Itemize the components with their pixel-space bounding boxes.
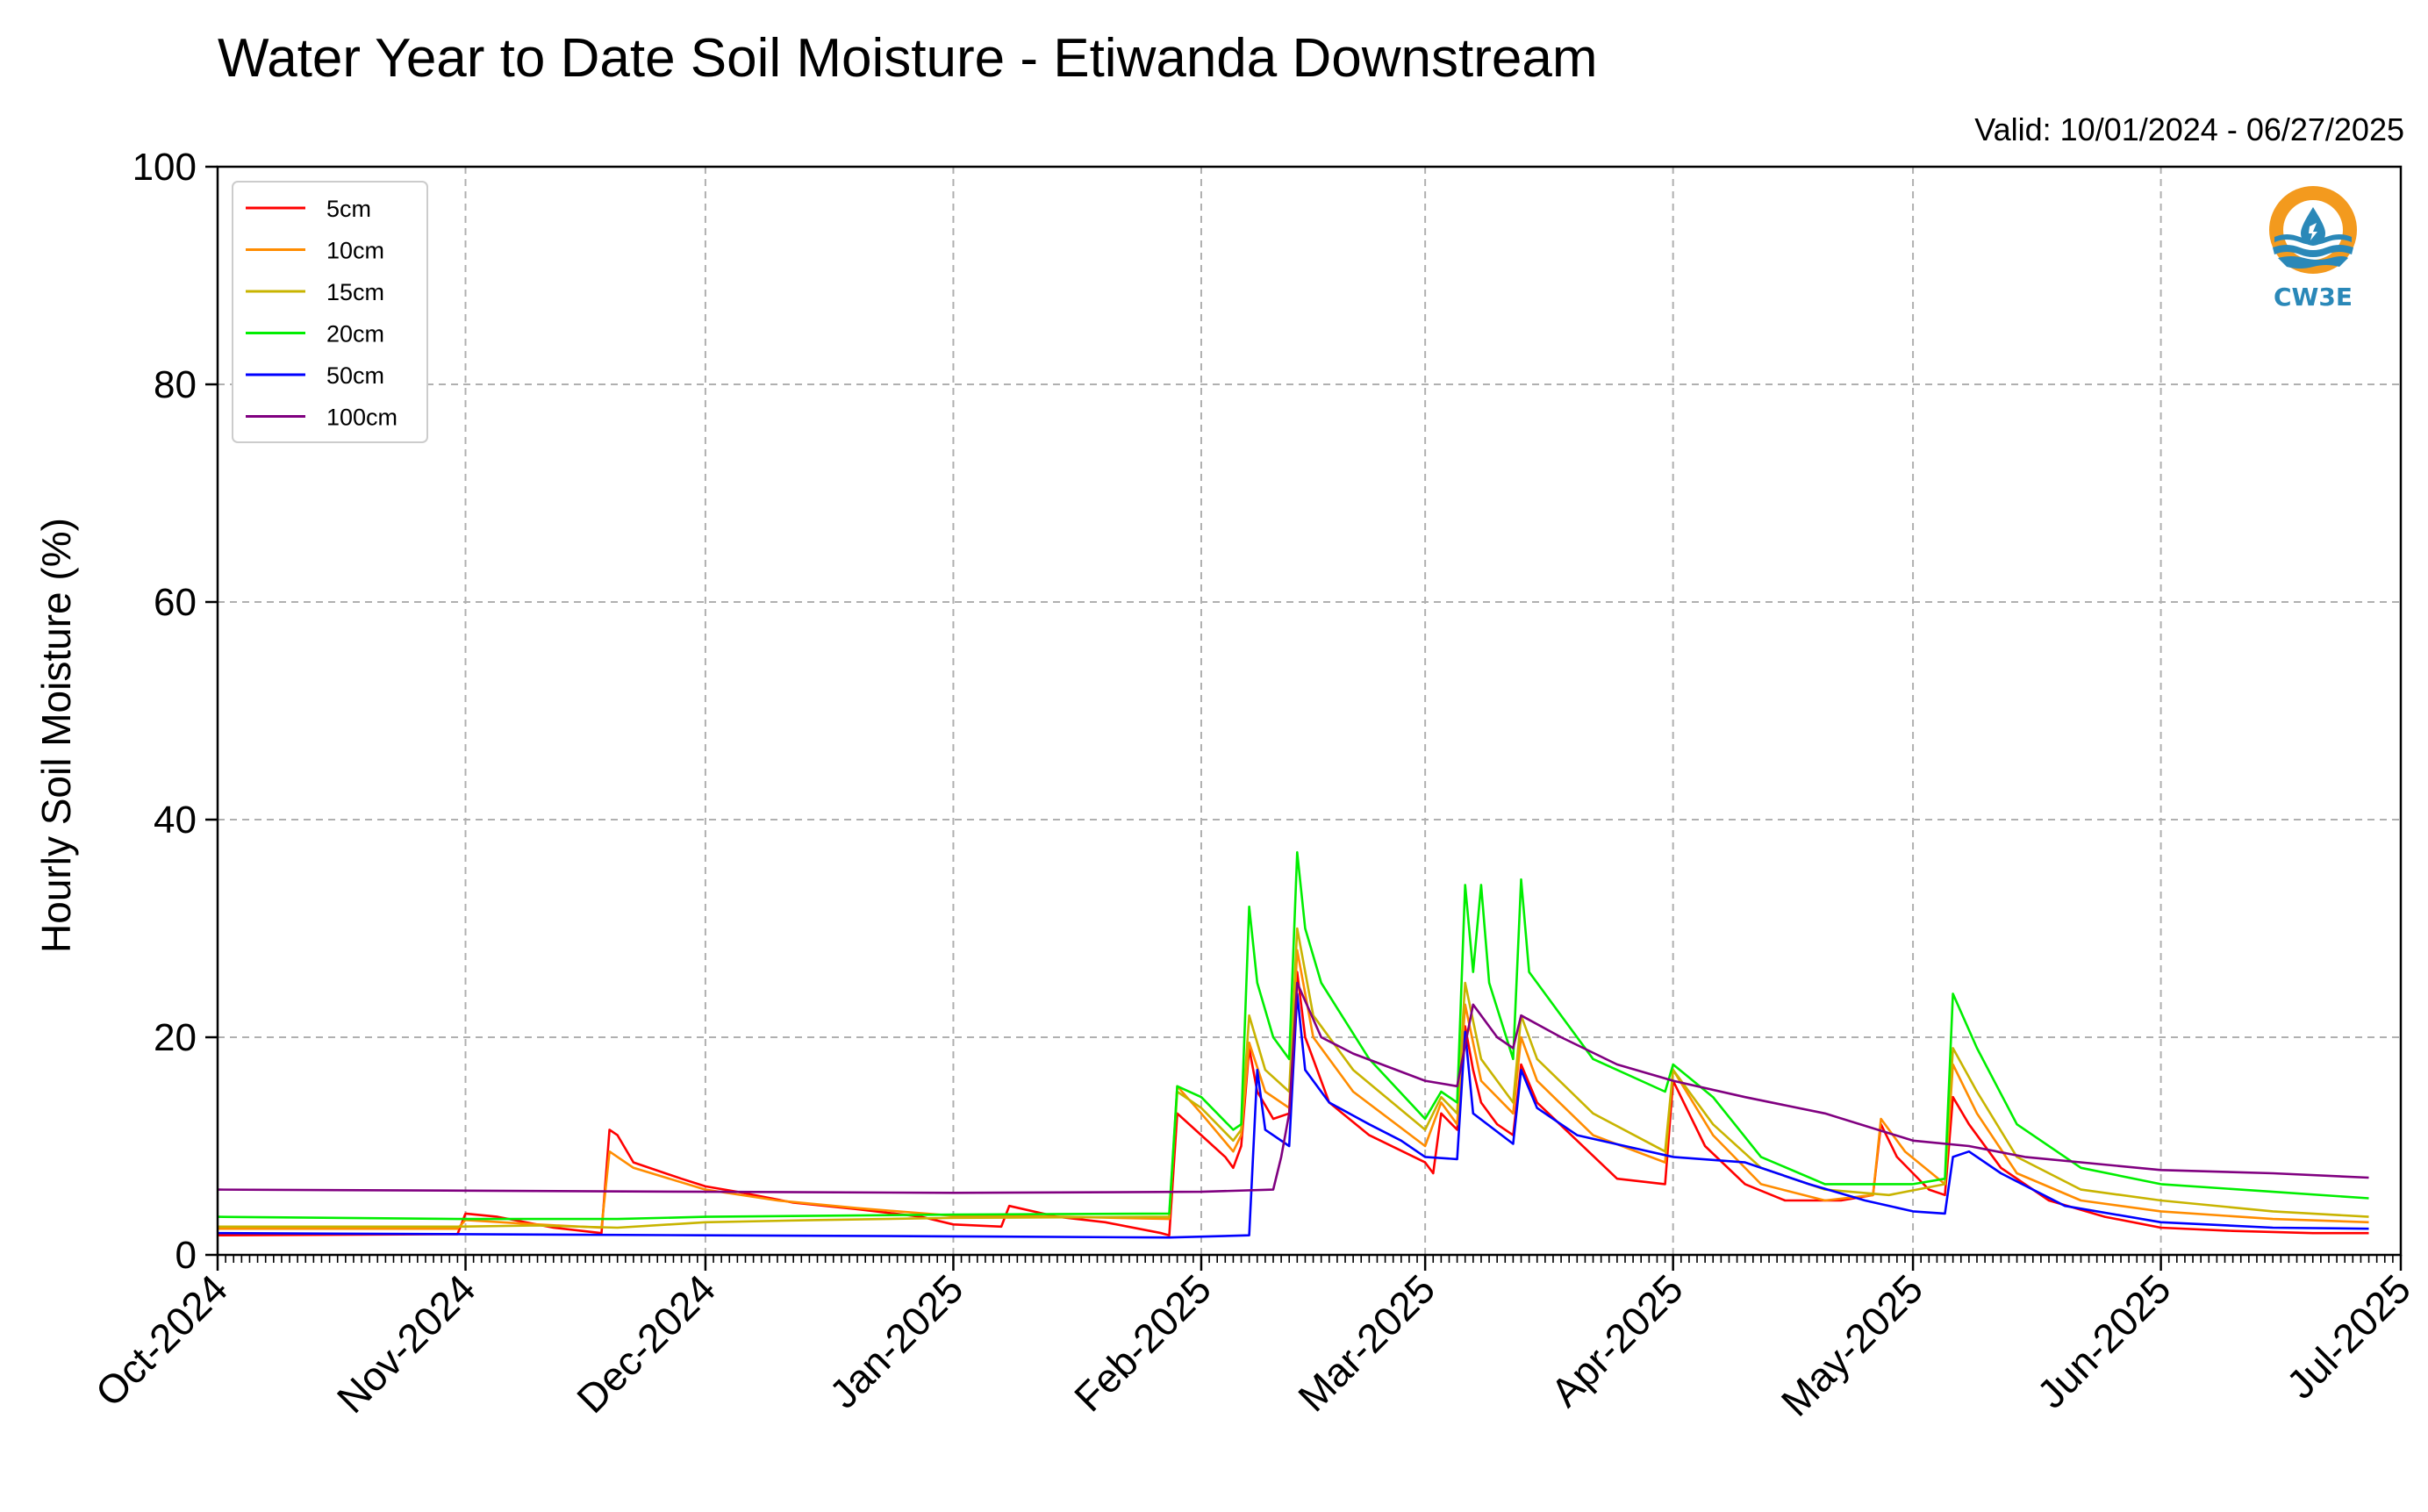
y-tick-label: 80 [154, 363, 197, 406]
x-tick-label: Nov-2024 [328, 1265, 484, 1422]
series-line-10cm [218, 949, 2369, 1230]
legend-label: 10cm [326, 238, 384, 264]
y-tick-label: 100 [133, 146, 197, 189]
y-tick-label: 60 [154, 581, 197, 624]
x-tick-label: Jan-2025 [820, 1265, 971, 1416]
y-tick-label: 20 [154, 1016, 197, 1059]
legend-box [232, 181, 428, 443]
x-tick-label: Mar-2025 [1289, 1265, 1443, 1420]
y-tick-label: 0 [175, 1234, 197, 1277]
series-line-20cm [217, 850, 2369, 1221]
y-tick-label: 40 [154, 799, 197, 842]
grid [218, 167, 2401, 1255]
legend-label: 5cm [326, 196, 371, 222]
x-tick-label: Jun-2025 [2028, 1265, 2179, 1416]
cw3e-logo: CW3E [2269, 186, 2357, 312]
logo-drop-highlight [2309, 223, 2317, 240]
x-tick-label: May-2025 [1773, 1265, 1931, 1424]
legend: 5cm 10cm 15cm 20cm 50cm 100cm [232, 181, 428, 443]
x-tick-label: Dec-2024 [568, 1265, 724, 1422]
plot-frame [216, 165, 2403, 1257]
x-tick-label: Oct-2024 [87, 1265, 237, 1415]
logo-water-waves [2273, 234, 2353, 269]
legend-label: 20cm [326, 321, 384, 348]
legend-label: 100cm [326, 405, 398, 431]
x-tick-label: Feb-2025 [1065, 1265, 1220, 1420]
series-line-50cm [217, 992, 2369, 1239]
series-line-100cm [217, 981, 2369, 1194]
legend-label: 50cm [326, 362, 384, 389]
y-axis-label: Hourly Soil Moisture (%) [33, 518, 79, 953]
x-tick-label: Apr-2025 [1542, 1265, 1692, 1415]
chart-title: Water Year to Date Soil Moisture - Etiwa… [218, 28, 1598, 89]
series-line-5cm [217, 971, 2369, 1236]
valid-date-range: Valid: 10/01/2024 - 06/27/2025 [1974, 111, 2404, 147]
x-tick-label: Jul-2025 [2278, 1265, 2420, 1408]
legend-label: 15cm [326, 279, 384, 305]
series-layer [217, 850, 2369, 1239]
logo-text: CW3E [2274, 283, 2353, 312]
